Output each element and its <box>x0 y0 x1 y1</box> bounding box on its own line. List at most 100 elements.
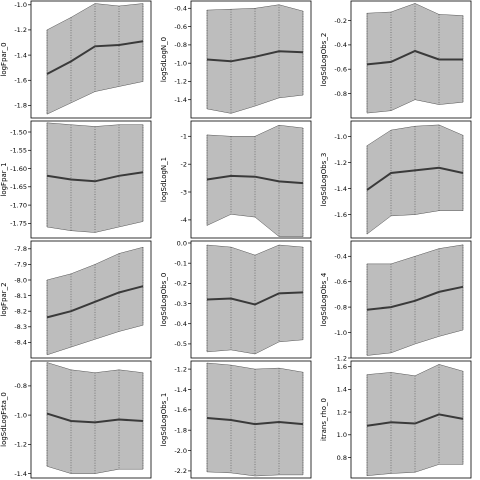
mean-line <box>366 413 464 427</box>
y-tick-label: -1.0 <box>14 411 27 419</box>
mean-line <box>366 166 464 191</box>
panel-logfpar-1: -1.50 -1.55 -1.60 -1.65 -1.70 -1.75 logFpar_1 <box>0 120 152 239</box>
y-tick-label: -0.5 <box>174 340 187 348</box>
y-tick-label: 1.0 <box>337 431 347 439</box>
y-tick-label: 1.4 <box>337 386 347 394</box>
mean-line <box>366 49 463 66</box>
y-tick-label: -0.4 <box>334 41 347 49</box>
y-tick-label: -1.2 <box>174 365 187 373</box>
y-tick-label: -1.75 <box>10 220 27 228</box>
panel-logsdlogobs-4: -0.4 -0.6 -0.8 -1.0 -1.2 logSdLogObs_4 <box>320 240 472 362</box>
mean-line <box>366 285 464 311</box>
y-tick-label: 0.0 <box>177 239 187 247</box>
y-tick-label: -0.6 <box>334 278 347 286</box>
y-axis-label: logSdLogN_1 <box>160 157 168 202</box>
y-axis-label: logSdLogObs_3 <box>320 153 328 207</box>
y-tick-label: -0.8 <box>334 303 347 311</box>
y-tick-label: -3 <box>181 188 187 196</box>
y-tick-label: -8.1 <box>14 292 27 300</box>
y-tick-label: -1.0 <box>14 1 27 9</box>
y-tick-label: -1.2 <box>334 354 347 362</box>
y-tick-label: -8.4 <box>14 339 27 347</box>
y-tick-label: -1.8 <box>174 427 187 435</box>
y-tick-label: -0.8 <box>334 90 347 98</box>
y-tick-label: -1.70 <box>10 201 27 209</box>
y-tick-label: -0.6 <box>334 66 347 74</box>
y-tick-label: -0.2 <box>334 17 347 25</box>
confidence-band <box>366 3 464 114</box>
mean-line <box>206 291 304 306</box>
y-axis-label: logSdLogN_0 <box>160 37 168 82</box>
y-tick-label: -1.4 <box>14 470 27 478</box>
y-tick-label: 0.8 <box>337 454 347 462</box>
panel-logsdlogfsta-0: -0.8 -1.0 -1.2 -1.4 logSdLogFsta_0 <box>0 360 152 479</box>
panel-logfpar-0: -1.0 -1.2 -1.4 -1.6 -1.8 logFpar_0 <box>0 0 152 119</box>
y-tick-label: 1.2 <box>337 408 347 416</box>
mean-line <box>206 50 304 63</box>
panel-logsdlogobs-1: -1.2 -1.4 -1.6 -1.8 -2.0 -2.2 logSdLogObs_1 <box>160 360 312 479</box>
y-tick-label: -8.3 <box>14 323 27 331</box>
y-tick-label: -2.2 <box>174 467 187 475</box>
y-tick-label: -4 <box>181 216 187 224</box>
y-tick-label: -1.4 <box>14 51 27 59</box>
y-axis-label: logFpar_1 <box>0 162 8 196</box>
y-tick-label: -0.4 <box>174 320 187 328</box>
panel-itrans-rho-0: 1.6 1.4 1.2 1.0 0.8 itrans_rho_0 <box>320 360 472 479</box>
y-tick-label: -0.8 <box>14 382 27 390</box>
y-tick-label: -7.9 <box>14 261 27 269</box>
y-tick-label: -1.0 <box>174 60 187 68</box>
panel-logsdlogobs-2: -0.2 -0.4 -0.6 -0.8 logSdLogObs_2 <box>320 0 472 119</box>
panel-logsdlogn-1: -1 -2 -3 -4 logSdLogN_1 <box>160 120 312 239</box>
y-tick-label: -1.2 <box>334 159 347 167</box>
y-tick-label: -1.2 <box>14 26 27 34</box>
y-tick-label: -1.50 <box>10 128 27 136</box>
y-tick-label: -0.6 <box>174 23 187 31</box>
y-tick-label: -1.2 <box>174 78 187 86</box>
y-axis-label: logSdLogObs_0 <box>160 273 168 327</box>
y-tick-label: -0.2 <box>174 280 187 288</box>
y-axis-label: logFpar_0 <box>0 42 8 76</box>
y-tick-label: -1.2 <box>14 441 27 449</box>
mean-line <box>46 412 144 424</box>
y-tick-label: -1.6 <box>14 77 27 85</box>
y-tick-label: -2.0 <box>174 447 187 455</box>
y-axis-label: logFpar_2 <box>0 282 8 316</box>
y-tick-label: -0.4 <box>334 253 347 261</box>
y-tick-label: -1.4 <box>334 185 347 193</box>
y-tick-label: -1.6 <box>174 406 187 414</box>
mean-line <box>46 285 144 319</box>
y-tick-label: -0.4 <box>174 5 187 13</box>
y-tick-label: -7.8 <box>14 245 27 253</box>
mean-line <box>206 174 304 185</box>
y-tick-label: -1 <box>181 133 187 141</box>
y-axis-label: logSdLogFsta_0 <box>0 392 8 447</box>
panel-logsdlogobs-3: -1.0 -1.2 -1.4 -1.6 logSdLogObs_3 <box>320 120 472 239</box>
y-tick-label: -8.2 <box>14 308 27 316</box>
y-axis-label: logSdLogObs_1 <box>160 393 168 447</box>
y-tick-label: -1.0 <box>334 133 347 141</box>
y-tick-label: -1.6 <box>334 211 347 219</box>
y-tick-label: -1.0 <box>334 329 347 337</box>
y-tick-label: -2 <box>181 161 187 169</box>
y-tick-label: -0.1 <box>174 260 187 268</box>
panel-logsdlogobs-0: 0.0 -0.1 -0.2 -0.3 -0.4 -0.5 logSdLogObs_0 <box>160 239 312 359</box>
y-tick-label: -0.3 <box>174 300 187 308</box>
y-tick-label: -1.8 <box>14 102 27 110</box>
y-axis-label: logSdLogObs_4 <box>320 272 328 326</box>
panel-logfpar-2: -7.8 -7.9 -8.0 -8.1 -8.2 -8.3 -8.4 logFpar_2 <box>0 240 152 359</box>
mean-line <box>206 417 304 426</box>
panel-logsdlogn-0: -0.4 -0.6 -0.8 -1.0 -1.2 -1.4 logSdLogN_0 <box>160 0 312 119</box>
y-tick-label: -1.55 <box>10 147 27 155</box>
y-tick-label: -1.65 <box>10 183 27 191</box>
y-tick-label: 1.6 <box>337 363 347 371</box>
mean-line <box>46 40 144 75</box>
y-tick-label: -8.0 <box>14 276 27 284</box>
y-axis-label: itrans_rho_0 <box>320 398 328 441</box>
y-tick-label: -0.8 <box>174 41 187 49</box>
y-axis-label: logSdLogObs_2 <box>320 33 328 87</box>
y-tick-label: -1.4 <box>174 386 187 394</box>
y-tick-label: -1.60 <box>10 165 27 173</box>
y-tick-label: -1.4 <box>174 96 187 104</box>
mean-line <box>46 171 144 183</box>
